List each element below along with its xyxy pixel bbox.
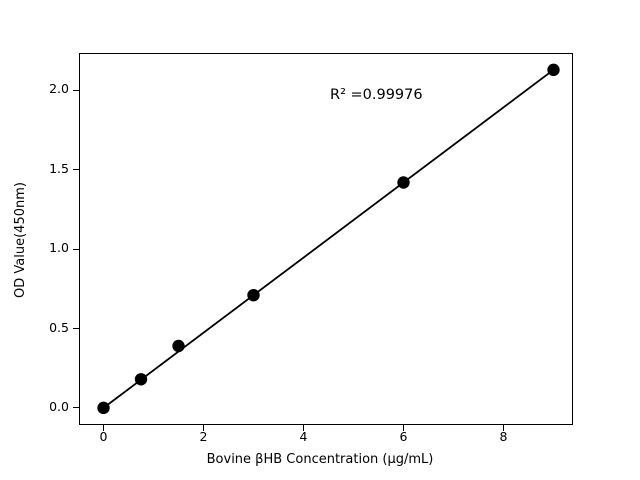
x-tick-mark — [503, 425, 505, 431]
data-point — [97, 401, 110, 415]
x-tick-mark — [103, 425, 105, 431]
data-points-group — [97, 63, 560, 415]
x-tick-label: 8 — [499, 429, 508, 444]
y-tick-mark — [73, 169, 79, 171]
x-tick-mark — [303, 425, 305, 431]
x-tick-label: 2 — [199, 429, 208, 444]
x-tick-label: 4 — [299, 429, 308, 444]
x-tick-mark — [403, 425, 405, 431]
y-tick-mark — [73, 89, 79, 92]
x-tick-label: 6 — [399, 429, 408, 444]
data-point — [172, 339, 185, 353]
data-point — [247, 288, 260, 302]
x-axis-label: Bovine βHB Concentration (μg/mL) — [206, 452, 434, 467]
y-tick-mark — [73, 248, 79, 250]
y-axis-ticks: 0.0 0.5 1.0 1.5 2.0 — [0, 0, 69, 480]
y-tick-label: 0.5 — [49, 319, 69, 335]
y-tick-label: 0.0 — [49, 398, 69, 414]
data-point — [397, 176, 410, 189]
y-tick-label: 2.0 — [49, 81, 69, 97]
data-point — [134, 373, 148, 386]
y-axis-label: OD Value(450nm) — [13, 182, 28, 298]
y-tick-label: 1.5 — [49, 160, 69, 176]
y-tick-mark — [73, 328, 79, 330]
data-point — [547, 63, 560, 77]
x-tick-mark — [203, 425, 205, 431]
axes-frame — [79, 53, 573, 425]
r-squared-annotation: R² =0.99976 — [330, 87, 423, 103]
y-axis-label-wrapper: OD Value(450nm) — [13, 0, 44, 480]
y-tick-mark — [73, 407, 79, 409]
x-tick-label: 0 — [99, 429, 108, 444]
y-tick-label: 1.0 — [49, 240, 69, 256]
plot-area — [97, 63, 560, 415]
